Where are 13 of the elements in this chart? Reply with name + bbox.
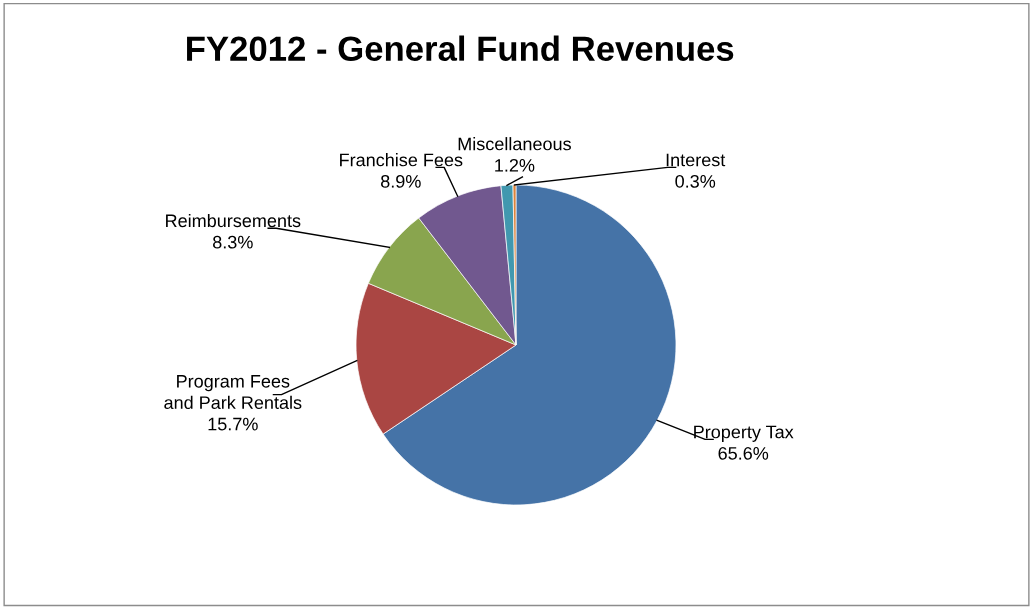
slice-label: Interest [666, 153, 726, 167]
data-label: 1.2% [495, 158, 535, 172]
data-label: 8.9% [381, 174, 421, 188]
data-label: 8.3% [213, 235, 253, 249]
slice-label: Program Fees and Park Rentals [164, 375, 302, 410]
slice-label: Franchise Fees [340, 153, 463, 167]
slice-label: Property Tax [694, 425, 794, 442]
data-label: 65.6% [718, 446, 769, 460]
data-label: 0.3% [675, 174, 716, 188]
slice-label: Reimbursements [166, 213, 301, 228]
data-label: 15.7% [208, 417, 258, 431]
slice-label: Miscellaneous [458, 137, 571, 151]
chart-title: FY2012 - General Fund Revenues [187, 35, 734, 61]
